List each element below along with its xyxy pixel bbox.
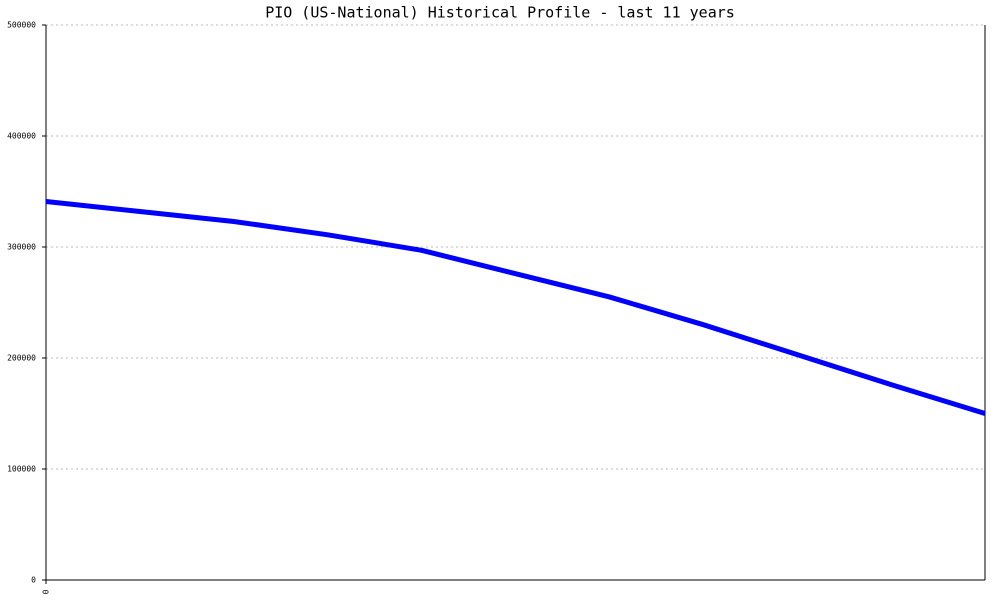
y-tick-label: 100000 bbox=[7, 465, 36, 474]
y-tick-label: 0 bbox=[31, 576, 36, 585]
x-tick-label: 0 bbox=[42, 589, 51, 594]
y-tick-label: 400000 bbox=[7, 132, 36, 141]
y-tick-label: 300000 bbox=[7, 243, 36, 252]
data-line bbox=[45, 199, 986, 416]
chart-title: PIO (US-National) Historical Profile - l… bbox=[265, 4, 735, 22]
y-tick-label: 500000 bbox=[7, 21, 36, 30]
y-tick-label: 200000 bbox=[7, 354, 36, 363]
